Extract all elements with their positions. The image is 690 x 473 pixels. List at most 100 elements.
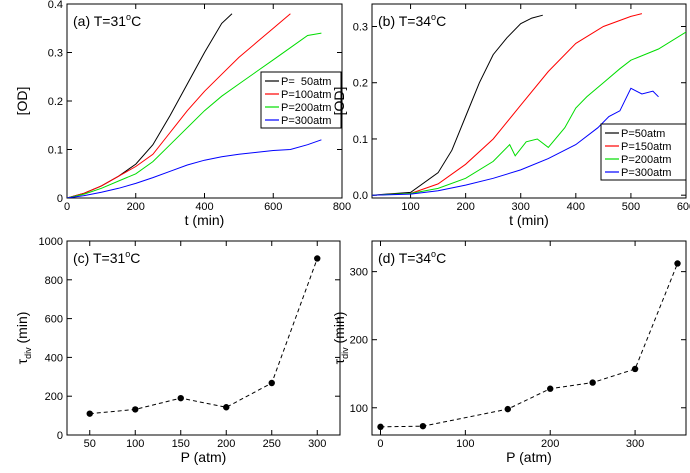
chart-panel-4: 0 100 200 300 100 200 300 P (atm) τdiv (min) (d) … bbox=[331, 240, 687, 465]
data-point bbox=[132, 406, 139, 413]
panel-title-unit: C bbox=[130, 250, 140, 266]
x-tick-label: 0 bbox=[64, 201, 70, 213]
x-tick-label: 500 bbox=[622, 201, 640, 213]
y-tick-label: 0.2 bbox=[353, 78, 368, 90]
data-point bbox=[86, 410, 93, 417]
y-tick-label: 0 bbox=[57, 193, 63, 205]
series-line-1 bbox=[67, 13, 233, 198]
y-tick-label: 300 bbox=[350, 267, 368, 279]
x-tick-label: 600 bbox=[264, 201, 282, 213]
series-line-2 bbox=[372, 13, 643, 196]
x-axis-label: P (atm) bbox=[181, 449, 227, 465]
panel-title-degree: o bbox=[431, 12, 436, 22]
legend-label: P= 50atm bbox=[281, 76, 331, 88]
series-line-3 bbox=[67, 32, 322, 198]
x-tick-label: 150 bbox=[172, 438, 190, 450]
y-axis-label: [OD] bbox=[14, 87, 30, 116]
panel-title: (d) T=34oC bbox=[378, 249, 446, 266]
series-line-4 bbox=[372, 87, 659, 196]
x-axis-label: t (min) bbox=[185, 212, 225, 228]
legend-label: P=100atm bbox=[281, 89, 331, 101]
chart-panel-1: 0 200 400 600 800 0 0.1 0.2 0.3 0.4 t (min) [OD] (a)… bbox=[14, 0, 351, 228]
y-tick-label: 400 bbox=[45, 352, 63, 364]
series-line-3 bbox=[372, 31, 686, 196]
y-axis-label-subscript: div bbox=[340, 347, 350, 359]
dashed-connector bbox=[89, 258, 318, 415]
x-tick-label: 300 bbox=[626, 438, 644, 450]
x-tick-label: 100 bbox=[401, 201, 419, 213]
plot-frame bbox=[371, 3, 687, 199]
y-tick-label: 600 bbox=[45, 314, 63, 326]
legend-label: P=150atm bbox=[621, 141, 671, 153]
x-tick-label: 400 bbox=[195, 201, 213, 213]
panel-title-degree: o bbox=[125, 249, 130, 259]
y-tick-label: 1000 bbox=[39, 236, 63, 248]
data-point bbox=[547, 385, 554, 392]
panel-letter: (a) T=31 bbox=[73, 13, 126, 29]
data-point bbox=[223, 404, 230, 411]
series-line-1 bbox=[372, 14, 543, 196]
panel-title: (b) T=34oC bbox=[378, 12, 446, 29]
x-tick-label: 400 bbox=[567, 201, 585, 213]
y-tick-label: 200 bbox=[45, 391, 63, 403]
y-tick-label: 0.1 bbox=[353, 134, 368, 146]
series-line-2 bbox=[67, 13, 291, 198]
x-tick-label: 200 bbox=[127, 201, 145, 213]
data-point bbox=[631, 365, 639, 373]
y-axis-label-symbol: τ bbox=[331, 358, 347, 364]
y-axis-label-symbol: τ bbox=[14, 358, 30, 364]
data-point bbox=[419, 422, 427, 430]
data-point bbox=[674, 260, 681, 267]
y-tick-label: 0.3 bbox=[48, 48, 63, 60]
y-tick-label: 100 bbox=[350, 403, 368, 415]
x-tick-label: 100 bbox=[126, 438, 144, 450]
data-point bbox=[177, 394, 184, 402]
x-axis-label: t (min) bbox=[509, 212, 549, 228]
data-point bbox=[504, 405, 511, 413]
panel-title-degree: o bbox=[126, 12, 131, 22]
legend-label: P=200atm bbox=[281, 102, 331, 114]
data-point bbox=[314, 255, 321, 262]
panel-letter: (c) T=31 bbox=[73, 250, 125, 266]
y-tick-label: 200 bbox=[350, 335, 368, 347]
y-axis-label: τdiv (min) bbox=[331, 312, 350, 365]
x-tick-label: 250 bbox=[263, 438, 281, 450]
y-tick-label: 0.2 bbox=[48, 96, 63, 108]
y-axis-label-unit: (min) bbox=[331, 312, 347, 348]
x-tick-label: 50 bbox=[84, 438, 96, 450]
chart-panel-3: 50 100 150 200 250 300 0 200 400 600 800 1000 P (atm… bbox=[14, 236, 341, 465]
panel-letter: (b) T=34 bbox=[378, 13, 431, 29]
panel-letter: (d) T=34 bbox=[378, 250, 431, 266]
panel-title-degree: o bbox=[431, 249, 436, 259]
x-tick-label: 0 bbox=[377, 438, 383, 450]
y-tick-label: 0.3 bbox=[353, 21, 368, 33]
data-point bbox=[377, 423, 384, 431]
data-point bbox=[268, 379, 275, 387]
dashed-connector bbox=[380, 263, 678, 428]
y-tick-label: 0.1 bbox=[48, 145, 63, 157]
panel-title-unit: C bbox=[131, 13, 141, 29]
panel-title-unit: C bbox=[436, 250, 446, 266]
y-axis-label: [OD] bbox=[331, 87, 347, 116]
x-tick-label: 100 bbox=[456, 438, 474, 450]
series-line-4 bbox=[67, 139, 322, 198]
legend-label: P=300atm bbox=[621, 167, 671, 179]
y-tick-label: 800 bbox=[45, 275, 63, 287]
y-tick-label: 0 bbox=[57, 430, 63, 442]
legend-label: P=300atm bbox=[281, 115, 331, 127]
x-tick-label: 200 bbox=[541, 438, 559, 450]
x-tick-label: 600 bbox=[677, 201, 690, 213]
x-tick-label: 800 bbox=[333, 201, 351, 213]
y-axis-label-subscript: div bbox=[23, 347, 33, 359]
y-axis-label: τdiv (min) bbox=[14, 312, 33, 365]
x-tick-label: 200 bbox=[217, 438, 235, 450]
y-axis-label-unit: (min) bbox=[14, 312, 30, 348]
y-tick-label: 0.0 bbox=[353, 190, 368, 202]
data-point bbox=[589, 379, 596, 386]
plot-frame bbox=[371, 240, 687, 436]
plot-frame bbox=[66, 240, 341, 436]
panel-title-unit: C bbox=[436, 13, 446, 29]
